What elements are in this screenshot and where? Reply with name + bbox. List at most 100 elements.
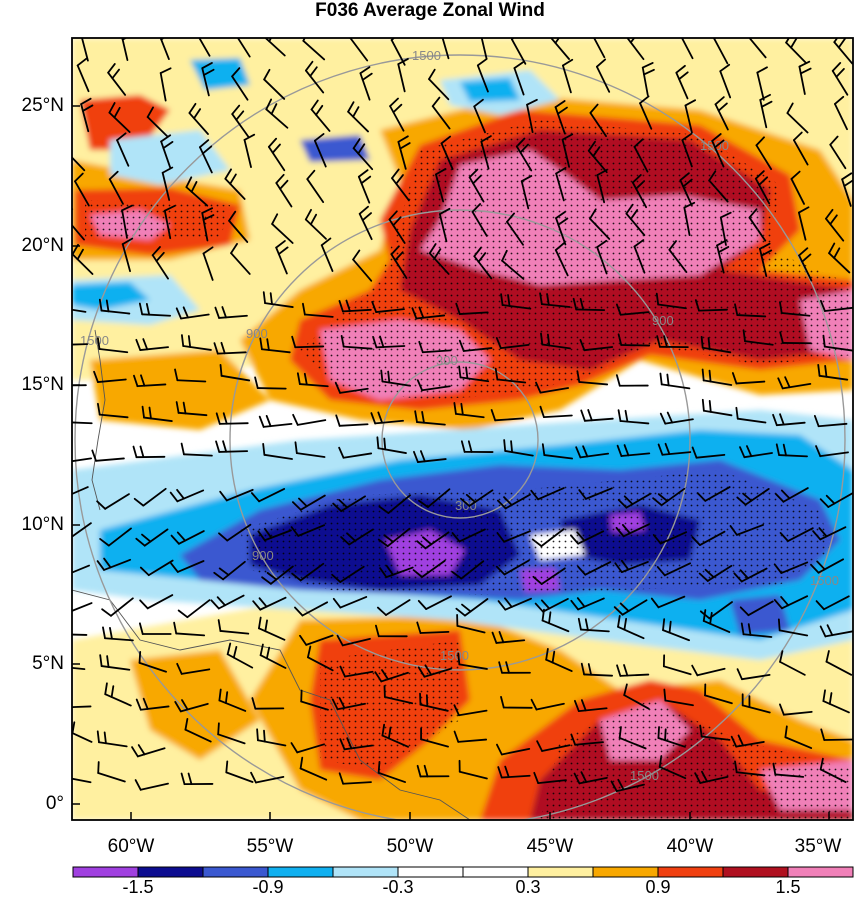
wind-barb xyxy=(417,664,453,678)
lat-label: 25°N xyxy=(21,95,64,116)
wind-barb xyxy=(694,299,728,312)
wind-barb xyxy=(736,488,770,506)
wind-barb xyxy=(520,175,533,210)
wind-barb xyxy=(696,486,731,502)
wind-barb xyxy=(72,384,87,387)
wind-barb xyxy=(562,58,574,94)
wind-barb xyxy=(108,102,131,133)
wind-barb xyxy=(681,132,693,168)
wind-barb xyxy=(694,770,729,784)
wind-barb xyxy=(263,68,286,100)
wind-barb xyxy=(531,528,565,548)
wind-barb xyxy=(215,412,249,425)
wind-barb xyxy=(336,634,371,647)
wind-barb xyxy=(310,99,331,132)
wind-barb xyxy=(468,168,485,203)
wind-barb xyxy=(132,445,166,459)
wind-barb xyxy=(376,599,411,616)
map-title: F036 Average Zonal Wind xyxy=(315,0,545,21)
wind-barb xyxy=(779,331,812,345)
wind-barb xyxy=(701,368,733,386)
wind-barb xyxy=(219,363,251,382)
wind-barb xyxy=(513,61,525,96)
wind-barb xyxy=(224,168,246,200)
wind-barb xyxy=(730,734,765,748)
wind-barb xyxy=(102,626,134,642)
wind-barb xyxy=(798,60,812,95)
wind-barb xyxy=(228,210,249,243)
wind-barb xyxy=(779,703,813,716)
wind-barb xyxy=(793,131,809,166)
wind-barb xyxy=(339,665,374,678)
wind-barb xyxy=(495,337,530,350)
axis-ticks xyxy=(72,105,830,820)
wind-barb xyxy=(490,409,525,422)
wind-barb xyxy=(215,440,249,453)
wind-barb xyxy=(210,594,245,610)
wind-barb xyxy=(438,207,451,243)
wind-barb xyxy=(116,132,130,167)
wind-barb xyxy=(773,561,809,574)
wind-barb xyxy=(572,297,606,312)
wind-barb xyxy=(798,247,813,282)
wind-barb xyxy=(536,740,571,752)
wind-barb xyxy=(786,102,809,134)
range-ring-labels: 1500 1500 1500 900 900 300 300 900 1500 … xyxy=(80,48,839,783)
wind-barb xyxy=(383,685,414,705)
wind-barb xyxy=(596,168,608,204)
wind-barb xyxy=(160,134,174,169)
wind-barb xyxy=(555,210,569,246)
wind-barb xyxy=(292,494,326,511)
wind-barb xyxy=(91,449,125,462)
wind-barb xyxy=(138,650,167,673)
wind-barb xyxy=(614,559,649,574)
wind-barb xyxy=(641,61,655,97)
wind-barb xyxy=(72,564,90,574)
wind-barb xyxy=(652,531,688,545)
wind-barb xyxy=(734,760,766,777)
wind-barb xyxy=(275,240,289,275)
wind-barb xyxy=(388,210,406,244)
wind-barb xyxy=(257,527,292,542)
wind-barb xyxy=(589,208,611,240)
wind-barb xyxy=(530,487,565,501)
wind-barb xyxy=(494,367,527,384)
wind-barb xyxy=(596,58,611,93)
wind-barb xyxy=(412,559,446,578)
colorbar-label: 0.9 xyxy=(645,877,671,897)
wind-barb xyxy=(256,728,287,747)
wind-barb xyxy=(476,58,489,93)
wind-barb xyxy=(161,166,174,201)
wind-barb xyxy=(473,246,493,280)
wind-barb xyxy=(296,372,329,388)
wind-barb xyxy=(226,642,254,669)
wind-barb xyxy=(742,329,774,346)
wind-barb xyxy=(616,444,651,457)
wind-barb xyxy=(515,137,533,172)
wind-barb xyxy=(451,560,485,580)
wind-barb xyxy=(170,530,205,545)
ring-label: 300 xyxy=(436,353,458,368)
wind-barb xyxy=(72,486,89,495)
wind-barb xyxy=(617,615,645,640)
wind-barb xyxy=(617,492,652,509)
wind-barb xyxy=(822,689,850,714)
wind-barb xyxy=(301,302,334,318)
wind-barb xyxy=(72,666,86,671)
wind-barb xyxy=(734,303,767,318)
wind-barb xyxy=(378,494,411,514)
wind-barb xyxy=(658,755,687,780)
wind-barb xyxy=(456,614,486,634)
lat-label: 10°N xyxy=(21,514,64,535)
lon-label: 40°W xyxy=(666,836,714,857)
wind-barb xyxy=(497,765,531,779)
wind-barb xyxy=(243,133,256,169)
range-rings xyxy=(74,54,846,820)
wind-barb xyxy=(370,411,404,425)
wind-barb xyxy=(577,617,610,633)
wind-barb xyxy=(391,168,410,202)
wind-barb xyxy=(338,772,372,785)
wind-barb xyxy=(618,726,647,750)
colorbar-swatch xyxy=(657,866,724,878)
contour-orange-midleft xyxy=(90,350,270,430)
